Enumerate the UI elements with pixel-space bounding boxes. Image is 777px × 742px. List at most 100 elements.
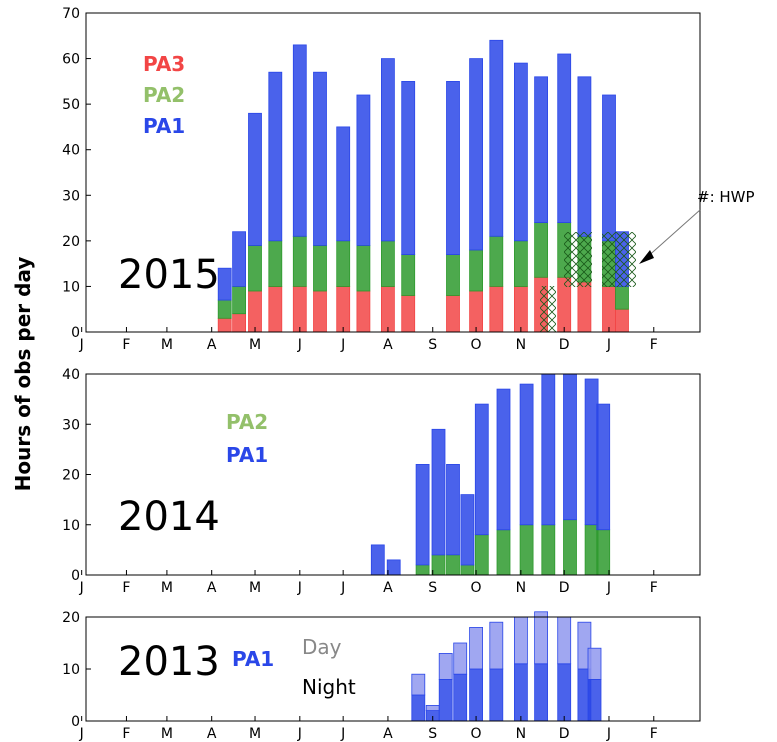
bar-day-0 [411, 673, 426, 696]
panel-2013: 0 10 20 J F M A M J J A S O N D J F 2013 PA1 Day Night [62, 610, 701, 742]
x-tick-label: J [79, 580, 84, 596]
bar-pa1-5 [313, 71, 327, 246]
x-tick-label: A [383, 580, 393, 596]
hwp-hatch-region-1 [602, 232, 636, 287]
x-tick-label: J [606, 726, 611, 742]
plot-frame-2015 [85, 12, 701, 333]
y-tick-label: 30 [62, 188, 80, 204]
bar-pa1-2 [248, 112, 262, 246]
x-tick-label: J [79, 726, 84, 742]
y-ticks-2013: 0 10 20 [62, 610, 91, 730]
y-tick-label: 20 [62, 234, 80, 250]
bar-pa1-4 [446, 463, 460, 556]
bar-pa1-0 [217, 267, 232, 301]
bar-pa2-7 [356, 244, 371, 292]
bar-day-7 [534, 611, 548, 665]
bar-day-8 [557, 616, 572, 665]
hwp-arrow-line [644, 209, 701, 260]
y-tick-label: 0 [71, 568, 80, 584]
year-label-2014: 2014 [118, 494, 220, 540]
year-label-2015: 2015 [118, 252, 220, 298]
bar-pa1-17 [602, 94, 616, 242]
bar-day-2 [438, 653, 453, 680]
y-axis-label: Hours of obs per day [11, 257, 35, 492]
bar-pa2-3 [268, 240, 283, 287]
hwp-annotation: #: HWP [697, 188, 755, 206]
bar-night-4 [469, 668, 484, 722]
bar-pa1-6 [336, 126, 351, 242]
area-marks-2013 [411, 611, 602, 722]
y-tick-label: 10 [62, 518, 80, 534]
bar-pa1-3 [268, 71, 283, 242]
area-marks-2015 [217, 39, 629, 333]
bar-pa1-2 [415, 463, 430, 566]
bar-pa3-11 [469, 290, 484, 333]
bar-pa2-10 [446, 254, 460, 296]
x-tick-label: O [471, 580, 482, 596]
x-tick-label: A [207, 726, 217, 742]
bar-pa2-13 [514, 240, 528, 287]
y-tick-label: 40 [62, 367, 80, 383]
bar-day-6 [514, 616, 528, 665]
bar-pa3-18 [615, 308, 629, 333]
x-tick-label: D [559, 580, 570, 596]
legend-pa1: PA1 [232, 647, 274, 671]
x-tick-label: O [471, 726, 482, 742]
bar-pa2-10 [563, 519, 577, 576]
x-tick-label: M [161, 337, 173, 353]
bar-pa2-6 [474, 534, 489, 576]
bar-pa2-7 [496, 529, 511, 576]
hwp-hatch-region-0 [564, 232, 592, 287]
x-tick-label: S [428, 337, 437, 353]
bar-pa3-2 [248, 290, 262, 333]
x-tick-label: J [297, 726, 302, 742]
bar-night-0 [411, 694, 426, 722]
x-tick-label: N [516, 726, 526, 742]
bar-pa2-4 [446, 554, 460, 576]
bar-pa3-17 [602, 285, 616, 333]
bar-day-10 [587, 647, 602, 680]
bar-day-5 [489, 621, 504, 670]
bar-pa1-8 [380, 58, 395, 242]
y-tick-label: 20 [62, 468, 80, 484]
bar-pa1-8 [519, 383, 534, 526]
bar-pa1-12 [596, 403, 611, 531]
y-ticks-2015: 0 10 20 30 40 50 60 70 [62, 6, 91, 341]
bar-pa2-3 [431, 554, 446, 576]
x-tick-label: A [383, 337, 393, 353]
y-tick-label: 40 [62, 143, 80, 159]
bar-pa1-7 [356, 94, 371, 246]
bar-pa1-1 [386, 559, 401, 576]
hwp-hatch-2015 [540, 232, 636, 332]
bar-pa2-1 [232, 285, 247, 315]
y-tick-label: 10 [62, 279, 80, 295]
bar-night-7 [534, 663, 548, 722]
bar-pa2-11 [584, 524, 599, 576]
bar-pa3-7 [356, 290, 371, 333]
bar-day-3 [453, 642, 468, 675]
bar-pa2-18 [615, 285, 629, 310]
legend-pa3: PA3 [143, 52, 185, 76]
x-tick-label: A [207, 580, 217, 596]
bar-pa1-1 [232, 231, 247, 287]
y-tick-label: 20 [62, 610, 80, 626]
bar-pa2-8 [380, 240, 395, 287]
y-tick-label: 70 [62, 6, 80, 22]
bar-pa1-7 [496, 388, 511, 531]
y-tick-label: 50 [62, 97, 80, 113]
x-tick-label: F [122, 337, 130, 353]
bar-pa1-9 [401, 81, 416, 255]
x-tick-label: D [559, 726, 570, 742]
x-tick-label: F [122, 580, 130, 596]
bar-pa3-3 [268, 285, 283, 333]
legend-pa2: PA2 [143, 83, 185, 107]
panel-2014: 0 10 20 30 40 J F M A M J J A S O N D J F 2014 PA2 PA1 [62, 367, 701, 596]
bar-pa1-13 [514, 62, 528, 242]
area-marks-2014 [370, 373, 611, 576]
bar-night-2 [438, 679, 453, 722]
bar-pa1-11 [584, 378, 599, 526]
